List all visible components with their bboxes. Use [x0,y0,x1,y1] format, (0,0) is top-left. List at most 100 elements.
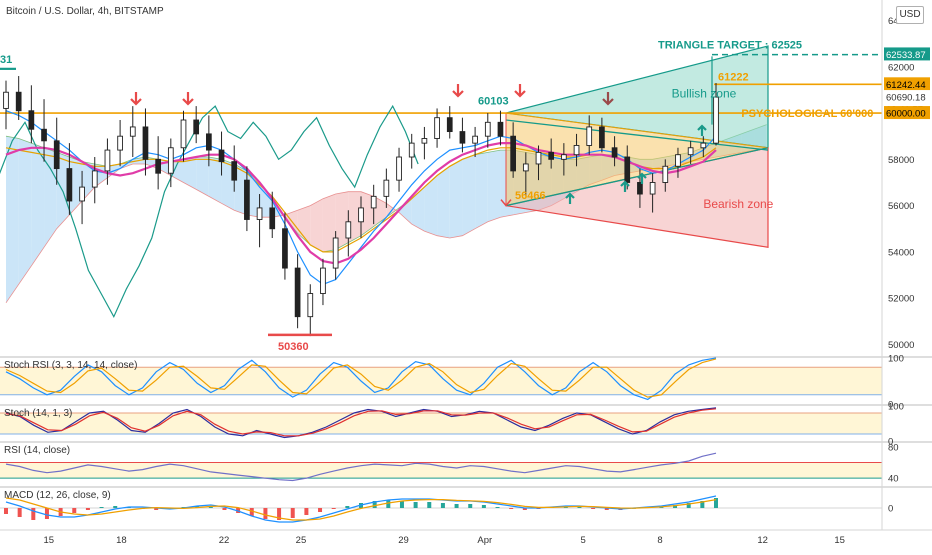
x-tick-label: Apr [477,535,492,546]
candle [484,113,491,148]
down-arrow-head [602,98,614,106]
cloud-segment [183,157,197,190]
candle [548,138,555,169]
macd-histogram-bar [413,502,418,508]
candle [180,110,187,162]
cloud-segment [399,198,412,225]
candle-body [586,126,593,146]
macd-histogram-bar [386,500,391,508]
candle-body [434,117,440,139]
triangle-lower-line [505,147,769,207]
annotation-label: 31 [0,54,12,66]
candle [79,170,85,225]
macd-histogram-bar [591,508,596,509]
cloud-segment [310,198,323,252]
candle [256,194,263,248]
price-badge-bg [884,106,930,120]
up-arrow-head [565,192,575,199]
candle [700,136,707,158]
macd-histogram-bar [17,508,22,517]
candle [522,152,529,195]
indicator-line [5,407,717,439]
price-badge-bg [884,47,930,61]
annotation-label: 56466 [515,190,546,202]
price-badge-bg [884,90,930,104]
candle-body [624,156,631,183]
candle-body [700,142,707,149]
cloud-segment [69,157,83,215]
candle [624,145,631,190]
candle-body [561,154,567,160]
candle-body [611,147,618,158]
candle [3,80,9,130]
macd-histogram-bar [249,508,254,516]
up-arrow-icon [637,172,647,184]
candle [358,196,364,238]
pane-y-tick-label: 0 [888,437,893,448]
annotation-label: TRIANGLE TARGET : 62525 [658,40,802,52]
down-arrow-icon [182,92,194,106]
macd-histogram-bar [72,508,77,513]
conversion-line [5,110,717,285]
annotation-label: 61222 [718,71,749,83]
cloud-segment [82,161,95,201]
x-tick-label: 5 [580,535,585,546]
macd-histogram-bar [195,506,200,508]
currency-button[interactable]: USD [896,6,924,24]
cloud-segment [361,191,374,236]
down-arrow-head [130,98,142,106]
down-arrow-head [514,90,526,98]
annotation-label: PSYCHOLOGICAL 60'000 [741,108,873,120]
candle-body [142,126,149,160]
candle [370,184,377,225]
candle [434,108,440,148]
candle-body [599,126,605,149]
candle [421,126,428,160]
cloud-segment [348,191,361,243]
candle [91,157,98,204]
candle-body [332,237,339,269]
triangle-zones [0,45,882,248]
x-tick-label: 22 [219,535,230,546]
candle [117,120,123,167]
x-tick-label: 15 [834,535,845,546]
candle-body [637,182,643,195]
candle [345,210,352,257]
macd-histogram-bar [481,505,486,508]
cloud-segment [208,157,222,204]
macd-histogram-bar [345,506,350,508]
candle-body [573,145,580,156]
macd-histogram-bar [304,508,309,515]
cloud-segment [221,159,235,211]
candle-body [446,117,453,133]
cloud-segment [335,191,349,250]
candle [446,106,453,139]
macd-histogram-bar [4,508,8,514]
up-arrow-head [620,180,630,187]
candle [307,284,314,337]
indicator-panes: Stoch RSI (3, 3, 14, 14, close) Stoch (14… [0,356,932,523]
price-badge-label: 61242.44 [886,80,926,91]
macd-histogram-bar [222,508,227,510]
down-arrow-head [452,90,464,98]
macd-histogram-bar [85,508,90,510]
pane-y-tick-label: 80 [888,442,899,453]
pane-title: Stoch (14, 1, 3) [4,408,72,419]
x-tick-label: 25 [296,535,307,546]
candle-body [662,165,669,183]
candle-body [548,151,555,160]
moving-average-line [5,142,717,265]
candle [459,117,466,153]
candle [167,138,174,188]
candle-body [129,126,136,137]
indicator-line [5,408,717,437]
macd-histogram-bar [673,505,678,508]
candle-body [53,140,60,170]
candle [206,115,212,167]
up-arrow-icon [697,124,707,136]
cloud-segment [424,175,438,236]
macd-histogram-bar [686,503,691,508]
candle-body [345,221,352,239]
